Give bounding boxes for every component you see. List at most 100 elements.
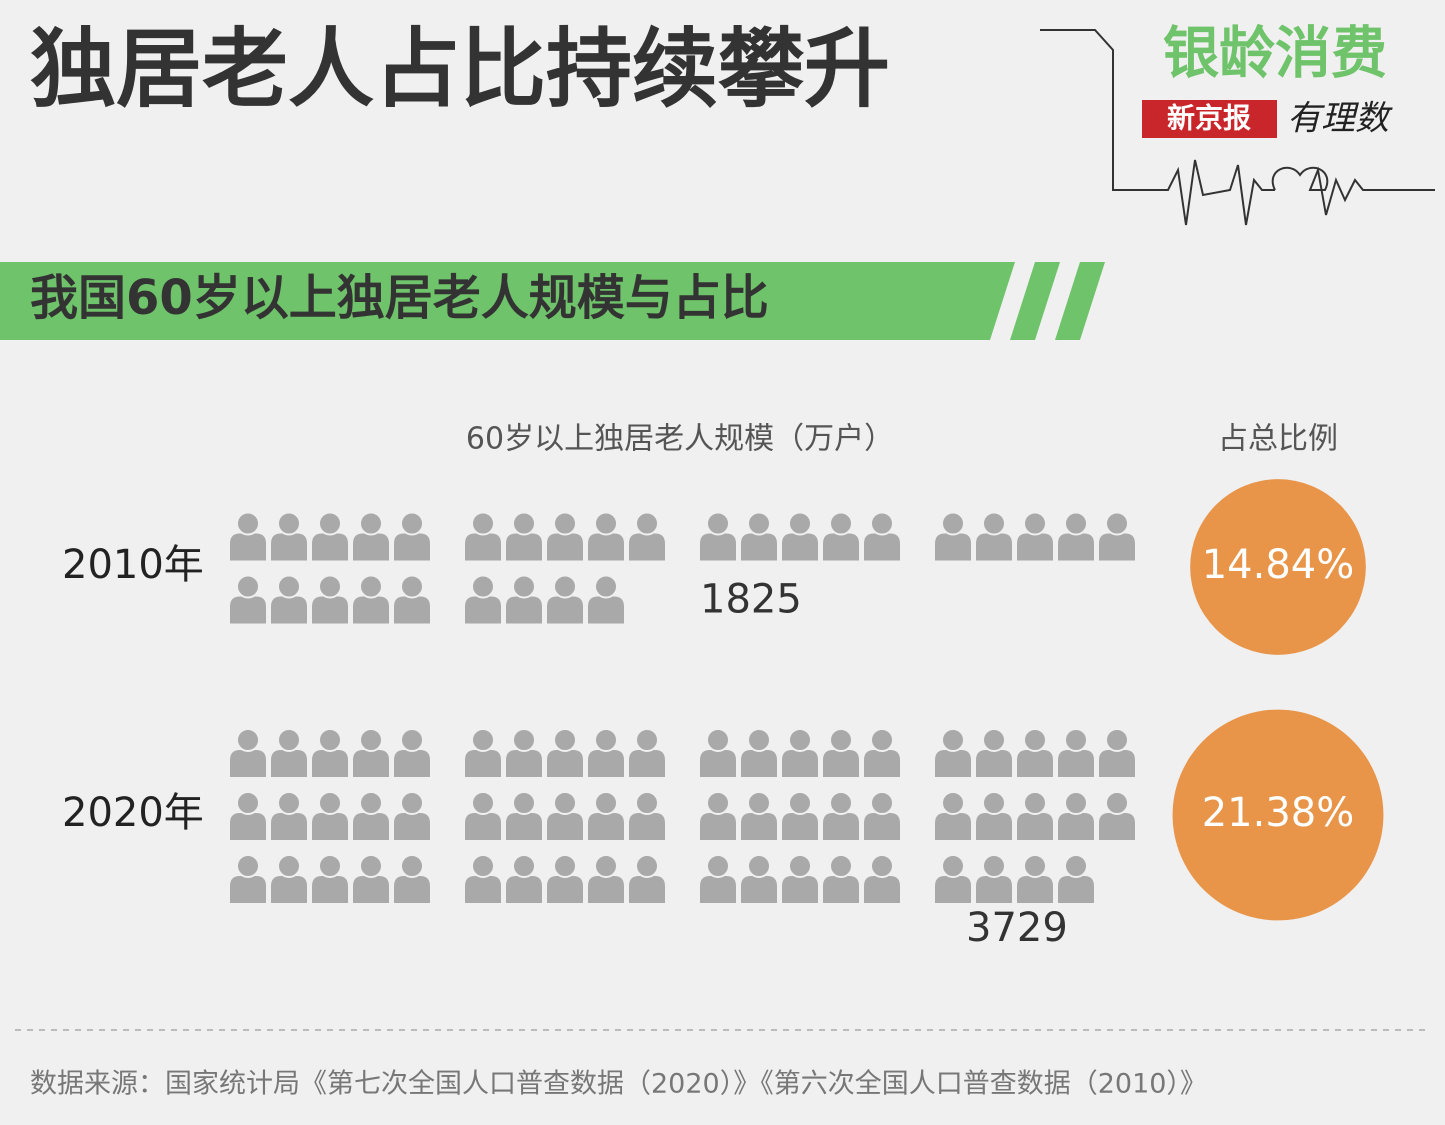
person-body xyxy=(935,813,971,840)
icon-group xyxy=(230,728,1135,903)
person-head xyxy=(829,791,853,815)
person-head xyxy=(512,574,536,599)
person-body xyxy=(976,533,1012,561)
person-head xyxy=(1023,728,1047,752)
person-head xyxy=(471,511,495,536)
person-head xyxy=(870,511,894,536)
person-head xyxy=(359,854,383,878)
person-body xyxy=(312,813,348,840)
person-head xyxy=(1064,728,1088,752)
person-body xyxy=(935,533,971,561)
person-head xyxy=(471,854,495,878)
person-head xyxy=(318,574,342,599)
person-head xyxy=(1064,791,1088,815)
person-head xyxy=(553,791,577,815)
person-body xyxy=(547,533,583,561)
person-head xyxy=(870,728,894,752)
person-head xyxy=(706,511,730,536)
person-head xyxy=(359,574,383,599)
person-head xyxy=(747,511,771,536)
person-body xyxy=(1099,533,1135,561)
logo-line xyxy=(1040,29,1275,226)
person-body xyxy=(465,533,501,561)
person-body xyxy=(547,596,583,624)
person-head xyxy=(512,854,536,878)
person-head xyxy=(788,728,812,752)
person-body xyxy=(506,813,542,840)
person-body xyxy=(864,813,900,840)
person-body xyxy=(935,876,971,903)
person-head xyxy=(236,854,260,878)
person-head xyxy=(512,728,536,752)
person-head xyxy=(400,728,424,752)
person-body xyxy=(864,876,900,903)
person-body xyxy=(271,813,307,840)
person-body xyxy=(588,750,624,777)
person-body xyxy=(271,750,307,777)
person-body xyxy=(394,750,430,777)
person-body xyxy=(823,533,859,561)
person-body xyxy=(547,876,583,903)
person-body xyxy=(506,533,542,561)
person-body xyxy=(230,813,266,840)
person-head xyxy=(594,728,618,752)
person-head xyxy=(471,574,495,599)
person-head xyxy=(512,791,536,815)
person-body xyxy=(629,533,665,561)
person-head xyxy=(706,728,730,752)
person-head xyxy=(870,791,894,815)
person-body xyxy=(271,876,307,903)
person-body xyxy=(547,750,583,777)
person-body xyxy=(935,750,971,777)
person-head xyxy=(706,791,730,815)
person-head xyxy=(788,791,812,815)
person-head xyxy=(829,511,853,536)
person-body xyxy=(1099,813,1135,840)
person-body xyxy=(312,876,348,903)
banner-slash xyxy=(1010,262,1060,340)
person-head xyxy=(236,728,260,752)
person-body xyxy=(1017,533,1053,561)
person-head xyxy=(277,511,301,536)
share-header: 占总比例 xyxy=(1218,422,1338,457)
person-head xyxy=(553,511,577,536)
logo-publisher: 新京报 xyxy=(1167,102,1251,135)
person-head xyxy=(277,728,301,752)
person-head xyxy=(747,791,771,815)
person-head xyxy=(471,791,495,815)
person-body xyxy=(353,876,389,903)
person-body xyxy=(465,813,501,840)
person-head xyxy=(318,728,342,752)
share-circle xyxy=(1190,479,1366,655)
person-body xyxy=(271,533,307,561)
person-head xyxy=(941,791,965,815)
person-head xyxy=(941,854,965,878)
person-body xyxy=(312,750,348,777)
person-body xyxy=(230,533,266,561)
subtitle: 我国60岁以上独居老人规模与占比 xyxy=(30,270,769,326)
person-head xyxy=(594,791,618,815)
person-body xyxy=(506,750,542,777)
person-head xyxy=(236,791,260,815)
person-body xyxy=(700,750,736,777)
person-head xyxy=(1064,854,1088,878)
person-head xyxy=(400,854,424,878)
person-body xyxy=(629,813,665,840)
person-body xyxy=(1017,813,1053,840)
person-body xyxy=(230,876,266,903)
person-body xyxy=(976,750,1012,777)
person-head xyxy=(359,791,383,815)
person-body xyxy=(864,533,900,561)
row-label: 2010年 xyxy=(62,542,204,588)
person-head xyxy=(359,728,383,752)
person-body xyxy=(741,750,777,777)
logo-title: 银龄消费 xyxy=(1163,21,1387,87)
person-body xyxy=(394,596,430,624)
person-head xyxy=(400,511,424,536)
person-body xyxy=(588,813,624,840)
icon-group xyxy=(230,511,1135,624)
person-body xyxy=(976,876,1012,903)
person-head xyxy=(512,511,536,536)
source: 数据来源：国家统计局《第七次全国人口普查数据（2020）》《第六次全国人口普查数… xyxy=(30,1069,1207,1100)
person-body xyxy=(1058,813,1094,840)
